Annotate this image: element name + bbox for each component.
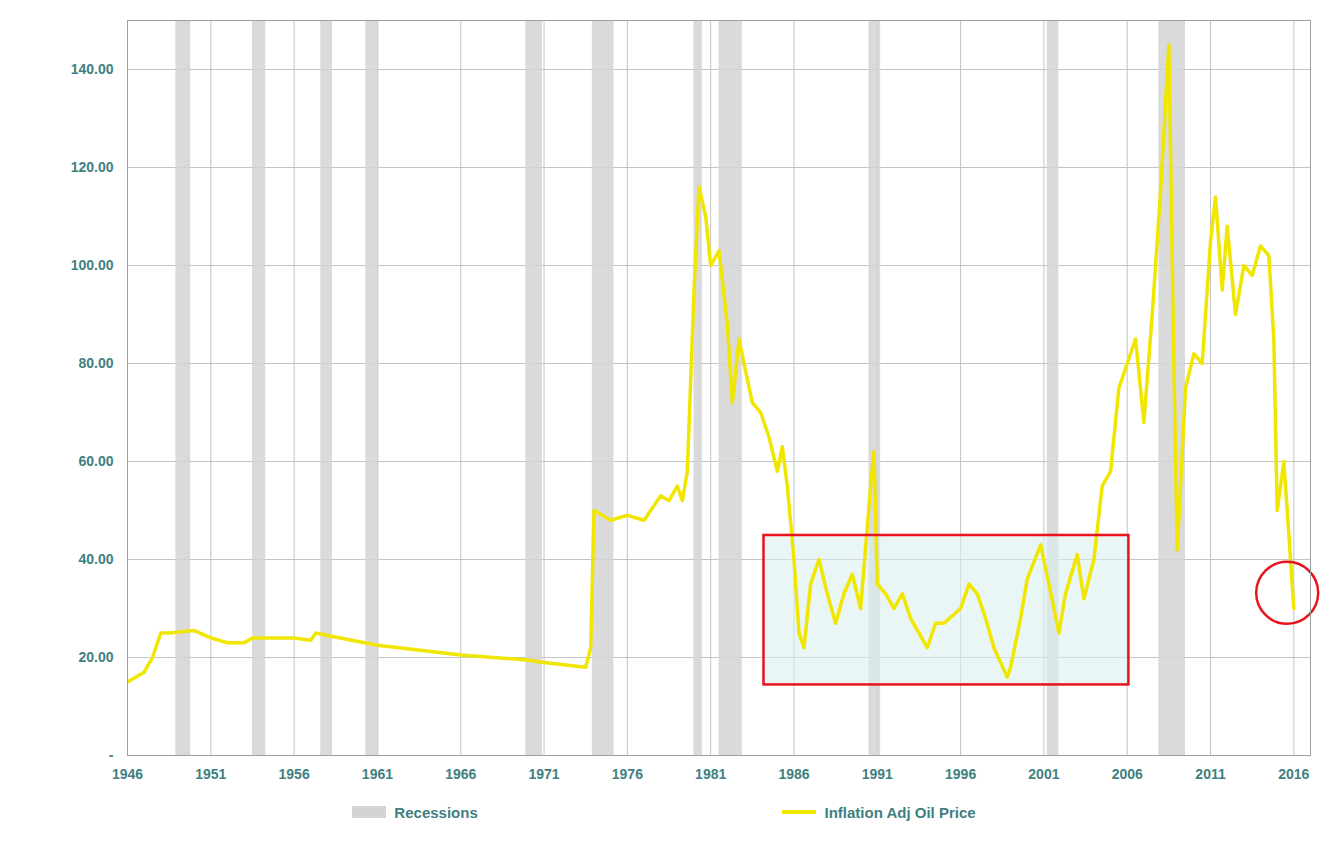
svg-text:1966: 1966: [445, 766, 476, 782]
html-text:Inflation Adj Oil Price: Inflation Adj Oil Price: [824, 803, 976, 821]
svg-text:20.00: 20.00: [78, 649, 113, 665]
svg-text:1951: 1951: [195, 766, 226, 782]
html-text:Recessions: Recessions: [394, 803, 478, 821]
svg-text:1996: 1996: [945, 766, 976, 782]
svg-text:1961: 1961: [362, 766, 393, 782]
svg-text:2016: 2016: [1278, 766, 1309, 782]
svg-text:1956: 1956: [279, 766, 310, 782]
svg-text:120.00: 120.00: [71, 159, 114, 175]
svg-text:2006: 2006: [1112, 766, 1143, 782]
svg-text:100.00: 100.00: [71, 257, 114, 273]
svg-text:2011: 2011: [1195, 766, 1226, 782]
svg-text:1986: 1986: [778, 766, 809, 782]
svg-text:1991: 1991: [862, 766, 893, 782]
svg-text:1946: 1946: [112, 766, 143, 782]
svg-text:-: -: [109, 747, 114, 763]
svg-text:1981: 1981: [695, 766, 726, 782]
svg-text:80.00: 80.00: [78, 355, 113, 371]
svg-text:1971: 1971: [528, 766, 559, 782]
svg-text:1976: 1976: [612, 766, 643, 782]
svg-text:140.00: 140.00: [71, 61, 114, 77]
svg-text:40.00: 40.00: [78, 551, 113, 567]
svg-text:2001: 2001: [1028, 766, 1059, 782]
svg-text:60.00: 60.00: [78, 453, 113, 469]
